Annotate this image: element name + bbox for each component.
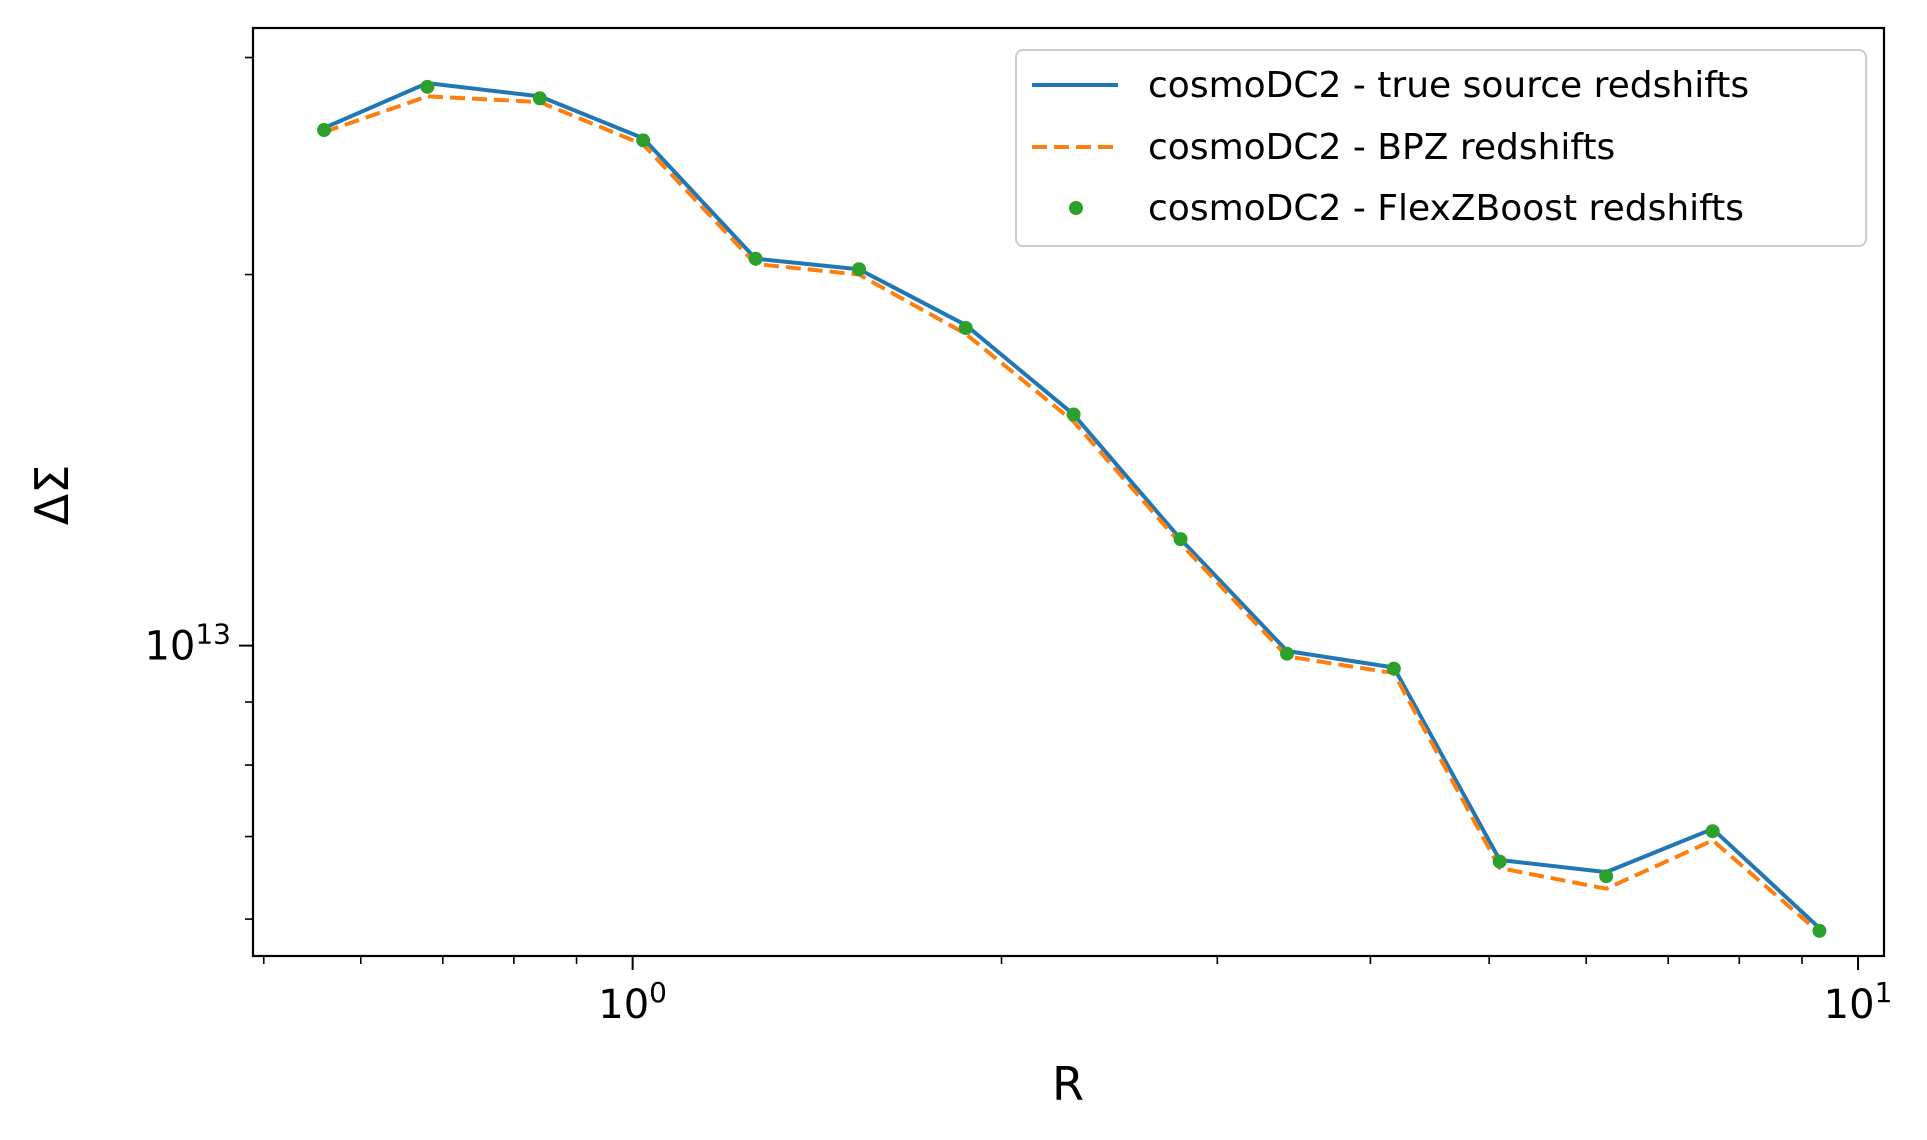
- plot-area: [317, 79, 1827, 938]
- flexzboost-point: [636, 133, 651, 148]
- flexzboost-point: [1280, 646, 1295, 661]
- flexzboost-point: [1812, 923, 1827, 938]
- axis-ticks: [239, 56, 1860, 970]
- flexzboost-point: [1173, 532, 1188, 547]
- flexzboost-point: [1705, 824, 1720, 839]
- flexzboost-point: [317, 123, 332, 138]
- legend-label: cosmoDC2 - FlexZBoost redshifts: [1148, 188, 1744, 229]
- tick-labels: 100 101 1013: [144, 618, 1892, 1028]
- legend-marker-points: [1069, 201, 1083, 215]
- flexzboost-point: [1066, 407, 1081, 422]
- plot-frame: [251, 26, 1886, 958]
- flexzboost-point: [1492, 854, 1507, 869]
- x-axis-label: R: [1052, 1057, 1084, 1111]
- legend-label: cosmoDC2 - BPZ redshifts: [1148, 127, 1615, 168]
- legend-box: [1015, 49, 1867, 247]
- flexzboost-point: [958, 320, 973, 335]
- flexzboost-point: [420, 79, 435, 94]
- flexzboost-point: [532, 91, 547, 106]
- x-tick-label: 100: [598, 976, 667, 1028]
- flexzboost-point: [1386, 661, 1401, 676]
- x-tick-label: 101: [1824, 976, 1893, 1028]
- y-tick-label: 1013: [144, 618, 231, 670]
- flexzboost-point: [851, 262, 866, 277]
- legend: cosmoDC2 - true source redshifts cosmoDC2…: [1015, 49, 1867, 247]
- y-axis-label: ΔΣ: [25, 465, 79, 526]
- flexzboost-point: [748, 251, 763, 266]
- flexzboost-point: [1599, 869, 1614, 884]
- legend-label: cosmoDC2 - true source redshifts: [1148, 65, 1749, 106]
